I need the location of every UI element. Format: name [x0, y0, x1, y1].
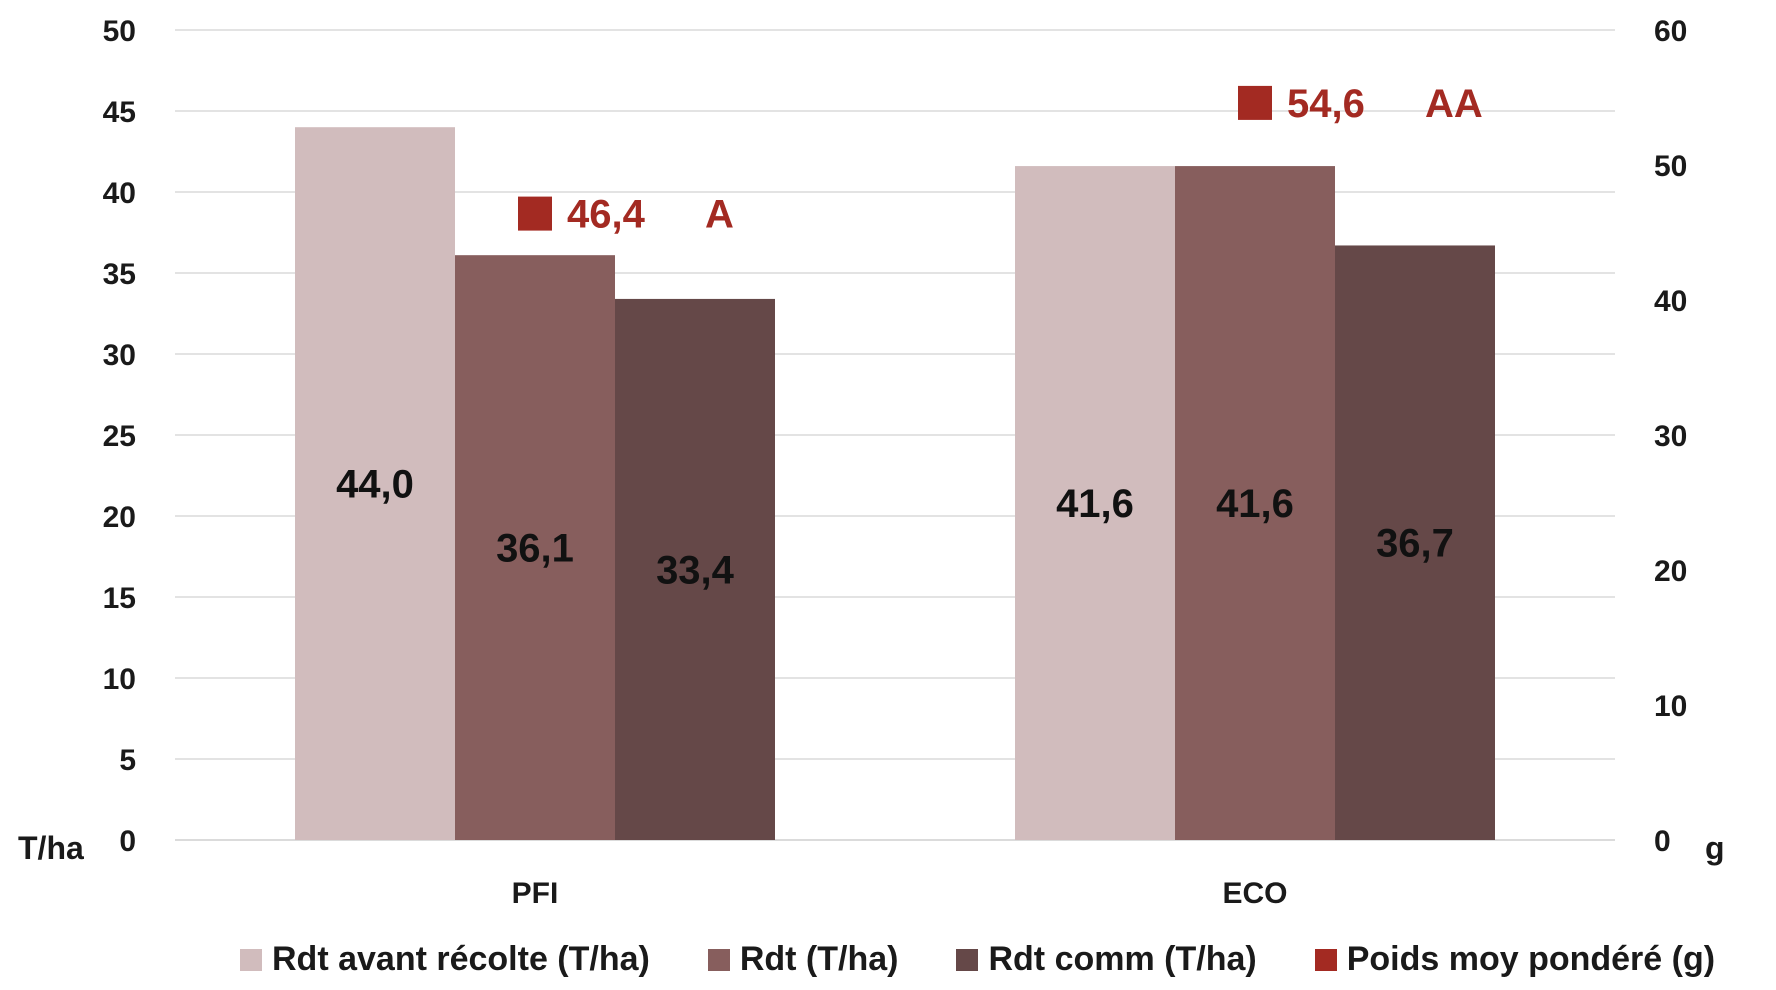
y-left-tick-label: 20: [103, 501, 136, 534]
significance-letter: AA: [1425, 82, 1483, 126]
y-right-tick-label: 0: [1654, 825, 1671, 858]
significance-letter: A: [705, 193, 734, 237]
bars-layer: 44,0 36,1 33,4 41,6 41,6 36,7: [295, 127, 1495, 840]
y-left-tick-label: 35: [103, 258, 136, 291]
y-right-tick-label: 40: [1654, 285, 1687, 318]
bar-eco-series-2: [1175, 166, 1335, 840]
bar-pfi-series-3: [615, 298, 775, 840]
y-left-tick-label: 45: [103, 96, 136, 129]
bar-value-label: 33,4: [656, 548, 735, 592]
y-left-tick-label: 25: [103, 420, 136, 453]
bar-eco-series-1: [1015, 166, 1175, 840]
y-right-tick-label: 60: [1654, 15, 1687, 48]
legend-swatch: [956, 948, 979, 971]
legend-swatch: [1314, 948, 1337, 971]
bar-pfi-series-2: [455, 255, 615, 840]
x-category-label: ECO: [1222, 877, 1287, 910]
legend-item: Rdt avant récolte (T/ha): [240, 940, 650, 979]
legend-item: Rdt comm (T/ha): [956, 940, 1257, 979]
x-category-label: PFI: [512, 877, 559, 910]
legend-swatch: [707, 948, 730, 971]
legend: Rdt avant récolte (T/ha) Rdt (T/ha) Rdt co…: [240, 940, 1715, 979]
y-left-tick-label: 30: [103, 339, 136, 372]
y-left-tick-label: 5: [119, 744, 136, 777]
legend-item: Poids moy pondéré (g): [1314, 940, 1716, 979]
weight-value-label: 46,4: [567, 193, 646, 237]
weight-value-label: 54,6: [1287, 82, 1365, 126]
y-left-tick-label: 15: [103, 582, 136, 615]
legend-label: Rdt (T/ha): [739, 940, 899, 978]
bar-eco-series-3: [1335, 245, 1495, 840]
legend-label: Poids moy pondéré (g): [1346, 940, 1716, 978]
y-right-tick-label: 30: [1654, 420, 1687, 453]
y-left-tick-label: 40: [103, 177, 136, 210]
tick-labels: 0 5 10 15 20 25 30 35 40 45 50 0 10 20 30 40 50 60 PFI ECO: [103, 15, 1688, 910]
bar-value-label: 41,6: [1216, 482, 1294, 526]
legend-label: Rdt avant récolte (T/ha): [272, 940, 650, 978]
bar-value-label: 41,6: [1056, 482, 1134, 526]
y-right-tick-label: 20: [1654, 555, 1687, 588]
bar-value-label: 36,1: [496, 527, 574, 571]
bar-value-label: 44,0: [336, 463, 414, 507]
y-right-tick-label: 50: [1654, 150, 1687, 183]
marker-layer: 46,4 A 54,6 AA: [518, 82, 1483, 237]
y-left-tick-label: 0: [119, 825, 136, 858]
bar-value-label: 36,7: [1376, 522, 1454, 566]
y-left-tick-label: 10: [103, 663, 136, 696]
y-left-tick-label: 50: [103, 15, 136, 48]
y-right-tick-label: 10: [1654, 690, 1687, 723]
legend-swatch: [240, 948, 262, 971]
weight-marker: [518, 196, 552, 231]
y-axis-right-label: g: [1705, 830, 1725, 866]
legend-label: Rdt comm (T/ha): [988, 940, 1257, 978]
weight-marker: [1238, 85, 1272, 120]
legend-item: Rdt (T/ha): [707, 940, 899, 979]
y-axis-left-label: T/ha: [18, 830, 84, 866]
bar-pfi-series-1: [295, 127, 455, 840]
